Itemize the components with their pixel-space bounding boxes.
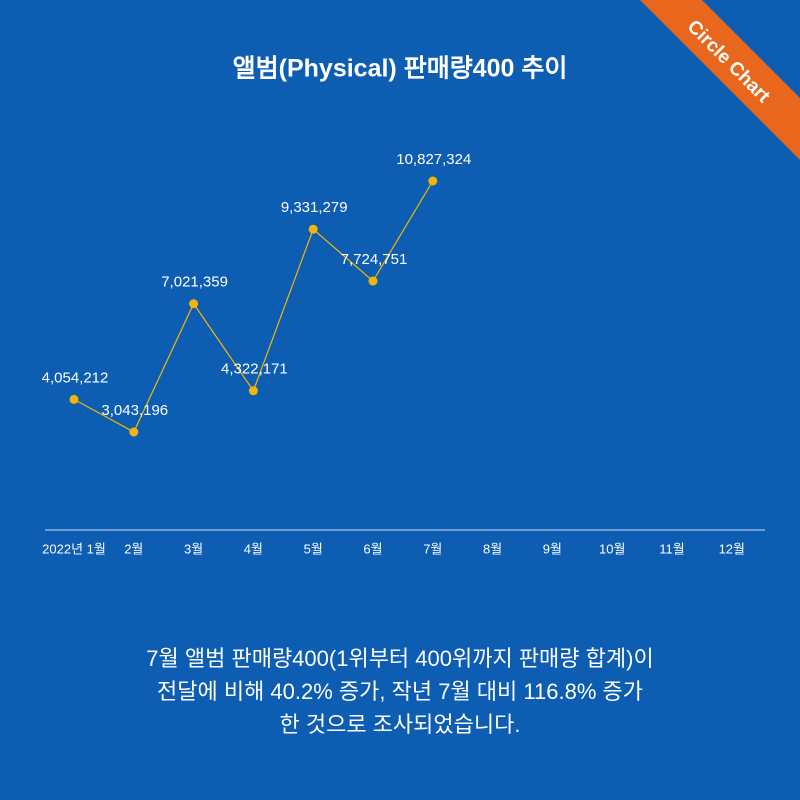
data-label: 7,724,751 <box>341 251 408 268</box>
data-label: 4,322,171 <box>221 361 288 378</box>
caption-line: 7월 앨범 판매량400(1위부터 400위까지 판매량 합계)이 <box>146 646 653 671</box>
badge-ribbon <box>640 0 800 160</box>
data-label: 10,827,324 <box>396 151 471 168</box>
data-label: 4,054,212 <box>42 369 109 386</box>
data-label: 3,043,196 <box>101 402 168 419</box>
point <box>308 224 318 234</box>
caption-line: 전달에 비해 40.2% 증가, 작년 7월 대비 116.8% 증가 <box>157 679 643 704</box>
data-label: 7,021,359 <box>161 274 228 291</box>
x-tick-label: 3월 <box>184 541 203 556</box>
x-tick-label: 7월 <box>423 541 442 556</box>
x-tick-label: 2022년 1월 <box>42 541 106 556</box>
x-tick-label: 2월 <box>124 541 143 556</box>
caption-line: 한 것으로 조사되었습니다. <box>280 712 521 737</box>
x-tick-label: 9월 <box>543 541 562 556</box>
point <box>189 299 199 309</box>
x-tick-label: 5월 <box>304 541 323 556</box>
data-label: 9,331,279 <box>281 199 348 216</box>
x-tick-label: 12월 <box>719 541 745 556</box>
point <box>368 276 378 286</box>
point <box>428 176 438 186</box>
point <box>69 394 79 404</box>
point <box>248 386 258 396</box>
x-tick-label: 8월 <box>483 541 502 556</box>
x-tick-label: 4월 <box>244 541 263 556</box>
x-tick-label: 11월 <box>659 541 684 556</box>
point <box>129 427 139 437</box>
x-tick-label: 10월 <box>599 541 625 556</box>
x-tick-label: 6월 <box>363 541 382 556</box>
chart-title: 앨범(Physical) 판매량400 추이 <box>233 55 568 83</box>
